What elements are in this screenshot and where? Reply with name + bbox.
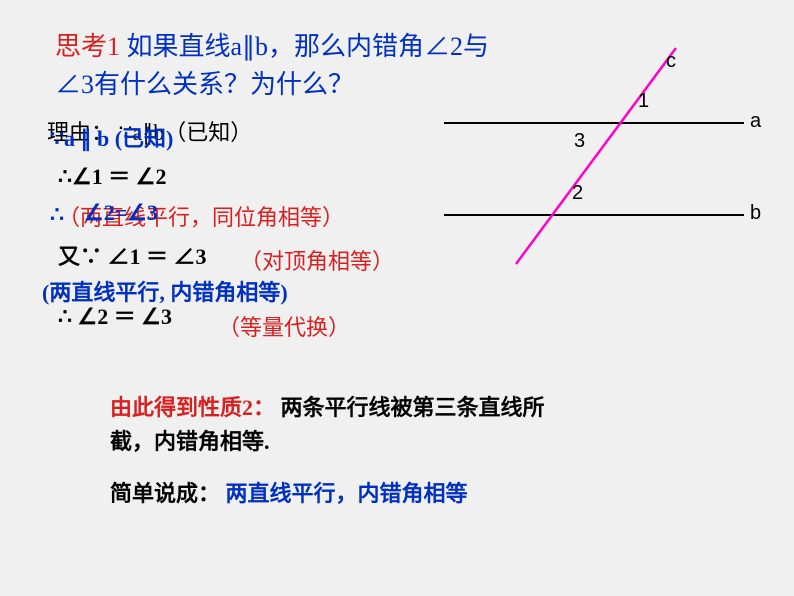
title-prefix: 思考1 [55,32,120,61]
property-prefix: 由此得到性质2： [110,395,275,420]
summary-line: 简单说成： 两直线平行，内错角相等 [110,478,468,510]
label-1: 1 [638,90,649,113]
label-c: c [666,50,676,73]
property-line-1: 由此得到性质2： 两条平行线被第三条直线所 [110,392,545,424]
line-c [516,48,676,264]
substitution: （等量代换） [218,310,350,342]
step-angle13: 又∵ ∠1 ＝ ∠3 [58,240,207,274]
angle23-blue: ∠2=∠3 [84,196,158,230]
conclusion-angle23: ∴ ∠2 ＝ ∠3 [58,300,172,334]
step-angle12: ∴∠1 ＝ ∠2 [58,160,166,194]
given-blue: ∵a ∥ b (已知) [50,122,173,156]
vertical-angles: （对顶角相等） [240,244,394,276]
label-3: 3 [574,130,585,153]
title-line-1: 思考1 如果直线a∥b，那么内错角∠2与 [55,28,489,66]
title-line-2: ∠3有什么关系？为什么？ [55,66,354,104]
label-a: a [750,110,761,133]
summary-text: 两直线平行，内错角相等 [226,481,468,506]
property-text-1: 两条平行线被第三条直线所 [281,395,545,420]
summary-prefix: 简单说成： [110,481,220,506]
label-2: 2 [572,182,583,205]
property-line-2: 截，内错角相等. [110,426,270,458]
title-rest-1: 如果直线a∥b，那么内错角∠2与 [127,32,490,61]
parallel-lines-diagram: c 1 a 3 2 b [444,46,774,266]
label-b: b [750,202,761,225]
transversal-svg [444,46,774,266]
